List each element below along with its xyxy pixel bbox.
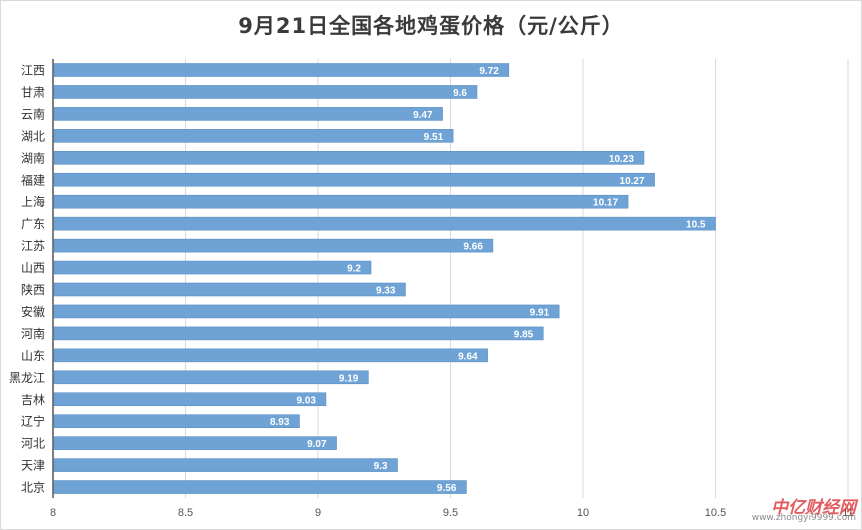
data-label: 9.2: [347, 264, 361, 275]
data-label: 9.33: [376, 286, 396, 297]
bar: [53, 260, 372, 275]
chart-title: 9月21日全国各地鸡蛋价格（元/公斤）: [238, 14, 624, 38]
data-label: 9.07: [307, 439, 327, 450]
bar: [53, 282, 406, 297]
category-label: 江西: [21, 64, 45, 78]
data-label: 10.5: [686, 220, 706, 231]
category-label: 陕西: [21, 282, 45, 297]
bar: [53, 151, 645, 165]
bar: [53, 392, 327, 407]
data-label: 9.64: [458, 351, 478, 362]
category-label: 吉林: [21, 393, 45, 407]
data-label: 9.56: [437, 483, 457, 494]
data-label: 8.93: [270, 417, 290, 428]
category-label: 北京: [21, 481, 45, 495]
bar: [53, 304, 560, 319]
data-label: 9.85: [514, 329, 534, 340]
data-label: 9.47: [413, 110, 433, 121]
bar: [53, 172, 655, 187]
bar: [53, 414, 300, 429]
x-tick-label: 8: [50, 507, 56, 519]
category-label: 天津: [21, 459, 45, 473]
x-tick-label: 9: [315, 507, 321, 519]
data-label: 9.6: [453, 88, 467, 99]
bar: [53, 458, 398, 472]
watermark: 中亿财经网 www.zhongyi9999.com: [706, 493, 856, 527]
category-label: 安徽: [21, 304, 45, 319]
category-label: 上海: [21, 194, 45, 209]
category-label: 湖北: [21, 128, 45, 143]
data-label: 10.23: [609, 154, 634, 165]
x-tick-label: 11: [842, 507, 853, 519]
category-label: 河北: [21, 437, 45, 451]
category-label: 湖南: [21, 150, 45, 165]
bar: [53, 107, 443, 121]
x-tick-label: 10: [577, 507, 589, 519]
x-tick-label: 8.5: [178, 507, 193, 519]
data-label: 9.3: [374, 461, 388, 472]
bar: [53, 326, 544, 341]
data-label: 9.91: [530, 307, 550, 318]
x-tick-label: 9.5: [443, 507, 458, 519]
bar: [53, 216, 716, 231]
bar: [53, 238, 494, 253]
x-tick-label: 10.5: [705, 507, 726, 519]
data-label: 10.17: [593, 198, 618, 209]
category-label: 云南: [21, 106, 45, 121]
category-label: 江苏: [21, 239, 45, 253]
bar: [53, 63, 510, 77]
data-label: 9.03: [296, 395, 316, 406]
data-label: 9.51: [424, 132, 444, 143]
bar: [53, 370, 369, 385]
category-label: 甘肃: [21, 85, 45, 99]
bar: [53, 85, 478, 99]
bar: [53, 436, 337, 450]
bar: [53, 129, 454, 143]
category-label: 山东: [21, 349, 45, 363]
category-label: 辽宁: [21, 414, 45, 429]
category-label: 河南: [21, 326, 45, 341]
data-label: 9.72: [479, 66, 499, 77]
data-label: 9.19: [339, 373, 359, 384]
bar: [53, 194, 629, 209]
bar: [53, 348, 488, 363]
data-label: 10.27: [620, 176, 645, 187]
watermark-brand: 中亿财经网: [771, 498, 856, 518]
data-label: 9.66: [463, 242, 483, 253]
category-label: 广东: [21, 217, 45, 231]
category-label: 黑龙江: [9, 371, 45, 385]
category-label: 福建: [21, 172, 45, 187]
bar: [53, 480, 467, 494]
watermark-url: www.zhongyi9999.com: [751, 513, 856, 523]
category-label: 山西: [21, 261, 45, 275]
